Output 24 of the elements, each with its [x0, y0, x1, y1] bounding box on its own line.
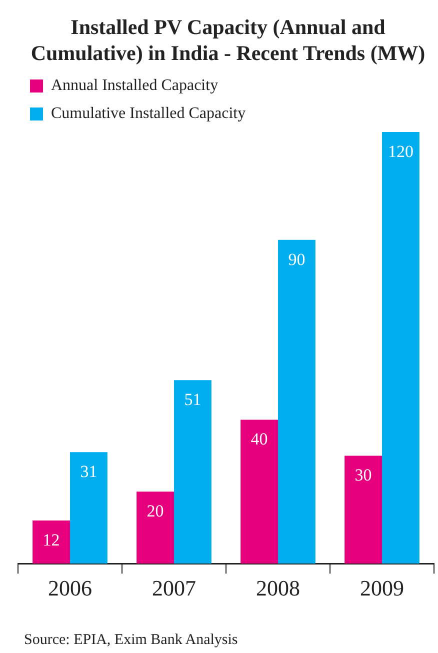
- source-note: Source: EPIA, Exim Bank Analysis: [24, 632, 238, 649]
- bar: [174, 380, 212, 564]
- bar: [70, 452, 108, 564]
- data-label: 40: [250, 430, 268, 449]
- data-label: 51: [184, 390, 202, 410]
- chart-title: Installed PV Capacity (Annual and Cumulative) in India - Recent Trends (MW): [30, 14, 426, 66]
- bar: [32, 520, 70, 564]
- bar: [382, 132, 420, 564]
- data-label: 31: [80, 462, 98, 482]
- data-label: 120: [388, 142, 414, 161]
- legend-label: Cumulative Installed Capacity: [51, 105, 246, 122]
- bar: [240, 420, 278, 564]
- bar: [278, 240, 316, 564]
- bar: [136, 492, 174, 564]
- bar: [344, 456, 382, 564]
- data-label: 12: [42, 530, 60, 550]
- data-label: 20: [146, 502, 164, 521]
- legend-label: Annual Installed Capacity: [51, 77, 218, 94]
- x-tick-label: 2007: [152, 576, 196, 601]
- x-tick-label: 2009: [360, 576, 404, 601]
- data-label: 30: [354, 466, 372, 485]
- x-tick-label: 2006: [48, 576, 92, 601]
- data-label: 90: [288, 250, 306, 269]
- x-tick-label: 2008: [256, 576, 300, 601]
